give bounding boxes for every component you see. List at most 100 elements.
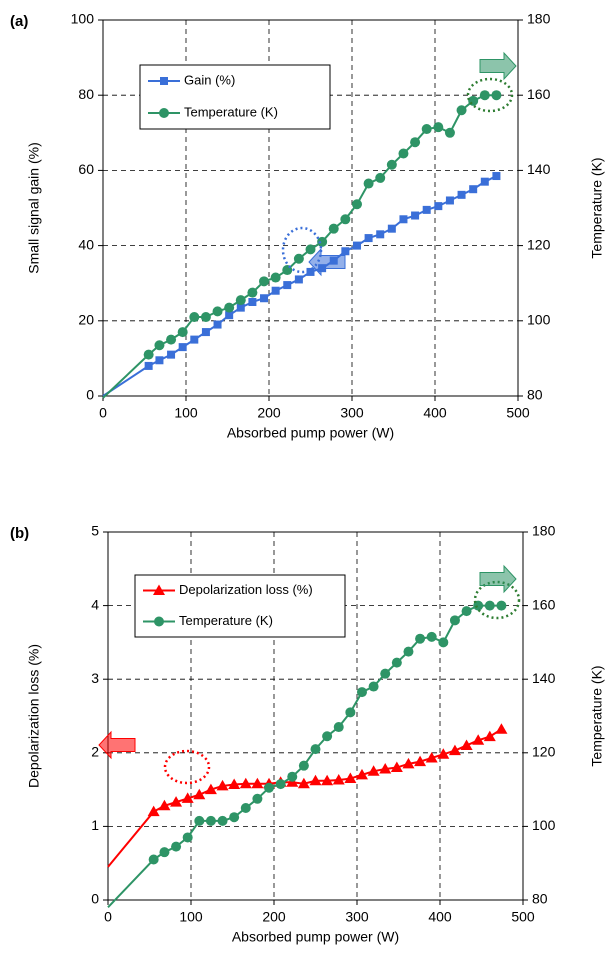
annotation-arrow bbox=[98, 730, 136, 760]
panel-label: (b) bbox=[10, 525, 29, 542]
marker bbox=[469, 185, 478, 194]
x-tick-label: 500 bbox=[511, 909, 535, 925]
marker bbox=[166, 334, 177, 345]
marker bbox=[200, 312, 211, 323]
marker bbox=[444, 127, 455, 138]
marker bbox=[421, 124, 432, 135]
marker bbox=[212, 306, 223, 317]
marker bbox=[155, 356, 164, 365]
marker bbox=[496, 600, 507, 611]
marker bbox=[148, 854, 159, 865]
marker bbox=[356, 687, 367, 698]
marker bbox=[144, 361, 153, 370]
marker bbox=[143, 349, 154, 360]
x-tick-label: 400 bbox=[428, 909, 452, 925]
marker bbox=[298, 760, 309, 771]
marker bbox=[260, 294, 269, 303]
marker bbox=[472, 734, 485, 745]
marker bbox=[415, 633, 426, 644]
annotation-ellipse bbox=[473, 580, 521, 620]
marker bbox=[387, 224, 396, 233]
marker bbox=[182, 832, 193, 843]
legend-label: Temperature (K) bbox=[179, 613, 273, 628]
legend-box bbox=[134, 574, 346, 638]
marker bbox=[434, 202, 443, 211]
marker bbox=[240, 803, 251, 813]
marker bbox=[236, 303, 245, 312]
marker bbox=[310, 744, 321, 755]
marker bbox=[445, 196, 454, 205]
marker bbox=[239, 777, 252, 789]
legend-label: Depolarization loss (%) bbox=[179, 582, 313, 597]
marker bbox=[193, 788, 206, 800]
legend-marker bbox=[159, 108, 169, 118]
marker bbox=[317, 236, 328, 247]
y-tick-label: 100 bbox=[71, 11, 95, 27]
marker bbox=[271, 286, 280, 295]
series-line bbox=[102, 94, 497, 399]
marker bbox=[328, 223, 339, 234]
y2-tick-label: 140 bbox=[527, 161, 551, 177]
marker bbox=[201, 328, 210, 337]
x-tick-label: 500 bbox=[506, 405, 530, 421]
y-axis-title: Small signal gain (%) bbox=[26, 142, 42, 274]
marker bbox=[437, 748, 450, 759]
x-axis-title: Absorbed pump power (W) bbox=[227, 425, 394, 441]
marker bbox=[177, 327, 188, 338]
marker bbox=[355, 768, 368, 780]
y2-tick-label: 120 bbox=[527, 236, 551, 252]
x-tick-label: 0 bbox=[99, 405, 107, 421]
marker bbox=[484, 600, 495, 611]
x-tick-label: 200 bbox=[257, 405, 281, 421]
marker bbox=[340, 214, 351, 225]
marker bbox=[341, 247, 350, 256]
y-tick-label: 20 bbox=[78, 312, 94, 328]
y-tick-label: 4 bbox=[91, 596, 99, 612]
marker bbox=[426, 631, 437, 642]
x-axis-title: Absorbed pump power (W) bbox=[232, 929, 399, 945]
annotation-ellipse bbox=[163, 749, 211, 785]
y2-tick-label: 140 bbox=[532, 670, 556, 686]
legend-label: Temperature (K) bbox=[184, 104, 278, 119]
marker bbox=[380, 668, 391, 679]
marker bbox=[468, 95, 479, 106]
annotation-arrow bbox=[479, 564, 517, 594]
marker bbox=[351, 199, 362, 210]
y2-tick-label: 180 bbox=[527, 11, 551, 27]
y2-tick-label: 100 bbox=[527, 312, 551, 328]
marker bbox=[171, 841, 182, 852]
marker bbox=[235, 295, 246, 306]
marker bbox=[363, 178, 374, 189]
x-tick-label: 300 bbox=[345, 909, 369, 925]
y2-tick-label: 160 bbox=[527, 86, 551, 102]
marker bbox=[411, 211, 420, 220]
marker bbox=[473, 600, 484, 611]
marker bbox=[364, 234, 373, 243]
marker bbox=[190, 335, 199, 344]
marker bbox=[352, 241, 361, 250]
marker bbox=[448, 744, 461, 756]
marker bbox=[322, 731, 333, 742]
marker bbox=[403, 646, 414, 657]
marker bbox=[251, 777, 264, 789]
marker bbox=[259, 276, 270, 287]
marker bbox=[287, 771, 298, 782]
plot-frame bbox=[102, 19, 519, 397]
marker bbox=[333, 722, 344, 733]
y-axis-title: Depolarization loss (%) bbox=[26, 644, 42, 788]
marker bbox=[368, 681, 379, 692]
marker bbox=[247, 287, 258, 298]
y2-tick-label: 160 bbox=[532, 596, 556, 612]
x-tick-label: 0 bbox=[104, 909, 112, 925]
annotation-arrow bbox=[308, 247, 346, 277]
marker bbox=[332, 774, 345, 785]
marker bbox=[456, 105, 467, 116]
x-tick-label: 200 bbox=[262, 909, 286, 925]
legend-box bbox=[139, 64, 331, 130]
annotation-arrow bbox=[479, 51, 517, 81]
legend-marker bbox=[154, 616, 164, 627]
marker bbox=[204, 783, 217, 795]
panel-label: (a) bbox=[10, 13, 28, 30]
marker bbox=[449, 615, 460, 626]
